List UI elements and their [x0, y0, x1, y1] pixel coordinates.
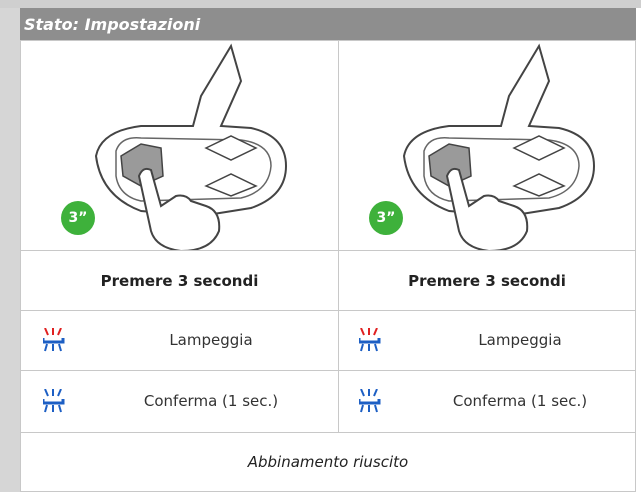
- led-icon: [43, 389, 65, 414]
- led-label: Conferma (1 sec.): [143, 392, 279, 410]
- image-cell: 3”: [20, 40, 339, 252]
- led-icon: [43, 328, 65, 353]
- led-icon: [359, 328, 381, 353]
- led-label: Lampeggia: [169, 331, 253, 349]
- led-row: Lampeggia: [338, 310, 636, 371]
- led-row: Lampeggia: [20, 310, 339, 371]
- action-label: Premere 3 secondi: [338, 250, 636, 311]
- action-label: Premere 3 secondi: [20, 250, 339, 311]
- duration-badge: 3”: [369, 201, 403, 235]
- led-row: Conferma (1 sec.): [20, 370, 339, 433]
- duration-badge: 3”: [61, 201, 95, 235]
- header-title: Stato: Impostazioni: [20, 8, 636, 40]
- top-band: [0, 0, 641, 8]
- led-row: Conferma (1 sec.): [338, 370, 636, 433]
- led-label: Conferma (1 sec.): [452, 392, 588, 410]
- led-label: Lampeggia: [478, 331, 562, 349]
- image-cell: 3”: [338, 40, 636, 252]
- result-label: Abbinamento riuscito: [20, 432, 636, 492]
- side-strip: [0, 0, 20, 492]
- led-icon: [359, 389, 381, 414]
